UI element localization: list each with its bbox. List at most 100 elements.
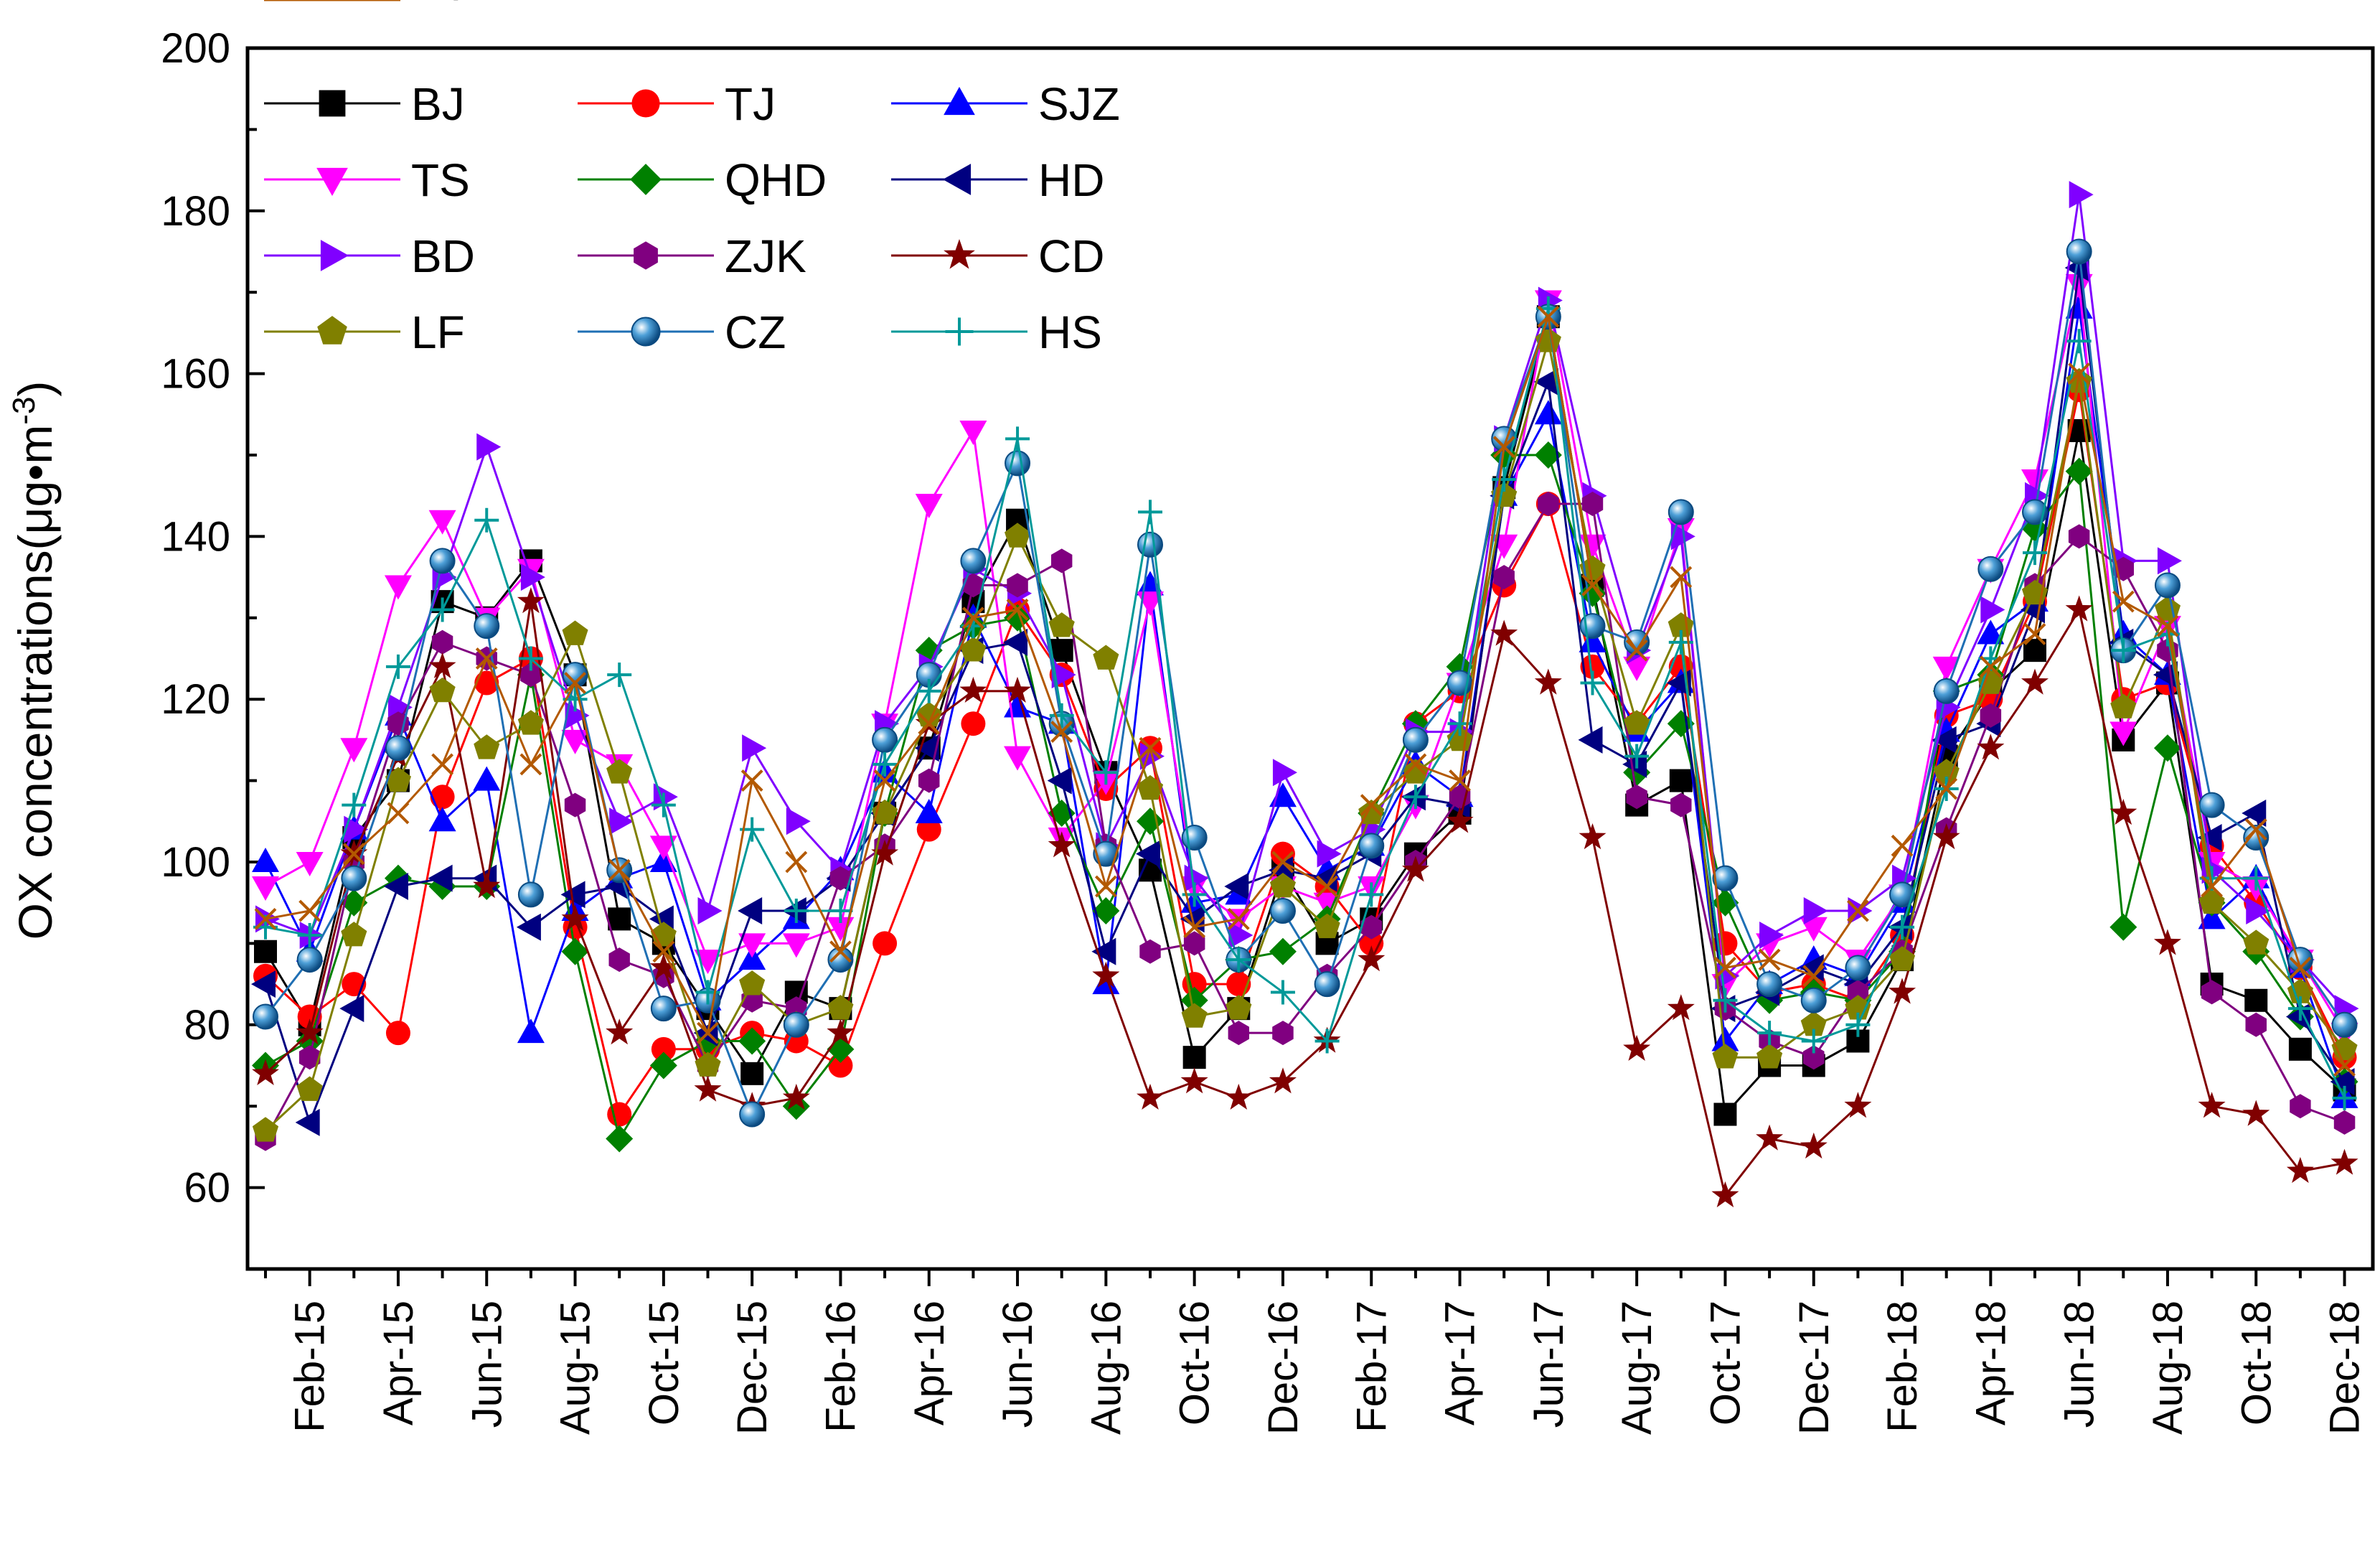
data-point-zjk [1626, 784, 1647, 810]
data-point-sjz [1269, 782, 1297, 807]
data-point-hs [1403, 784, 1428, 810]
data-point-cz [1800, 987, 1827, 1013]
y-tick-label: 100 [161, 839, 230, 886]
data-point-cd [428, 652, 456, 678]
data-point-lf [1048, 612, 1075, 637]
y-axis-label: OX concentrations(μg•m-3) [6, 381, 62, 940]
data-point-xt [1492, 436, 1515, 459]
legend-item-qhd: QHD [578, 154, 827, 206]
data-point-hs [1757, 1021, 1782, 1046]
data-point-cd [2198, 1092, 2226, 1118]
data-point-xt [2244, 818, 2267, 841]
data-point-cz [1093, 840, 1119, 867]
data-point-bd [1317, 840, 1342, 868]
data-point-xt [1404, 753, 1427, 776]
data-point-zjk [1980, 703, 2002, 728]
data-point-ts [915, 494, 943, 519]
data-point-cd [827, 1018, 855, 1045]
data-point-cz [1756, 971, 1783, 998]
data-point-zjk [1581, 492, 1604, 516]
data-point-cd [1889, 978, 1916, 1004]
data-point-hd [383, 873, 408, 901]
data-point-hs [1624, 744, 1650, 769]
data-point-cd [2109, 799, 2137, 825]
data-point-cd [1092, 961, 1120, 988]
legend-label: SJZ [1038, 78, 1120, 130]
data-point-xt [829, 940, 852, 963]
data-point-tj [1580, 654, 1605, 679]
data-point-lf [341, 922, 367, 947]
data-point-cd [871, 839, 899, 866]
legend-label: BD [411, 230, 475, 282]
data-point-cz [872, 726, 898, 753]
data-point-cz [253, 1003, 278, 1030]
data-point-zjk [298, 1045, 321, 1070]
data-point-cd [1358, 945, 1386, 972]
data-point-hs [1359, 882, 1384, 907]
legend-item-zjk: ZJK [578, 230, 806, 282]
data-point-hd [2242, 799, 2267, 827]
data-point-hs [2111, 638, 2136, 663]
legend-marker [630, 164, 662, 195]
data-point-bd [2069, 181, 2094, 209]
data-point-xt [431, 753, 454, 776]
series-xt [254, 305, 2356, 1077]
data-point-cd [1137, 1083, 1164, 1110]
data-point-lf [827, 995, 854, 1020]
data-point-hd [1312, 864, 1337, 892]
data-point-xt [918, 712, 941, 735]
legend-marker [631, 317, 661, 347]
data-point-xt [2068, 362, 2091, 385]
data-point-bj [2244, 988, 2268, 1012]
data-point-cz [2198, 792, 2225, 818]
legend-item-hs: HS [891, 306, 1102, 358]
y-tick-label: 60 [184, 1165, 230, 1212]
data-point-sjz [1534, 400, 1562, 425]
data-point-cz [650, 996, 677, 1022]
data-point-cz [2066, 238, 2092, 265]
data-point-cd [252, 1059, 279, 1085]
data-point-bj [1050, 639, 1073, 662]
legend: BJ TJ SJZ TS QHD HD BD ZJK CD LF CZ HS XT [264, 0, 1120, 358]
data-point-lf [2331, 1035, 2358, 1061]
x-tick-label: Jun-17 [1525, 1301, 1572, 1428]
data-point-xt [1050, 721, 1073, 743]
data-point-xt [1891, 834, 1914, 857]
data-point-hs [1093, 760, 1119, 785]
data-point-xt [1271, 851, 1294, 873]
data-point-bd [520, 563, 545, 591]
data-point-tj [651, 1036, 676, 1062]
data-point-zjk [1803, 1045, 1825, 1070]
data-point-tj [872, 931, 898, 956]
data-point-zjk [1051, 548, 1073, 573]
y-axis-label-close: ) [9, 381, 62, 397]
data-point-zjk [520, 662, 542, 688]
x-tick-label: Oct-16 [1172, 1301, 1218, 1425]
data-point-cd [959, 676, 987, 703]
data-point-cz [960, 548, 987, 574]
data-point-hd [1799, 954, 1824, 982]
data-point-lf [562, 620, 588, 645]
data-point-xt [387, 802, 410, 825]
legend-label: QHD [725, 154, 827, 206]
data-point-hd [1003, 628, 1028, 656]
data-point-zjk [564, 792, 586, 818]
data-point-tj [430, 784, 455, 810]
data-point-cd [1623, 1034, 1651, 1061]
data-point-xt [1227, 907, 1250, 930]
data-point-xt [2289, 957, 2312, 979]
series-line-cd [264, 601, 2345, 1199]
data-point-hs [1845, 1012, 1871, 1037]
data-point-tj [916, 817, 941, 842]
data-point-xt [1449, 769, 1471, 792]
data-point-cd [1446, 807, 1474, 833]
data-point-cd [561, 904, 589, 931]
data-point-zjk [2290, 1094, 2311, 1119]
legend-item-xt: XT [264, 0, 470, 10]
series-line-bd [265, 194, 2346, 1010]
data-point-hs [651, 792, 676, 818]
data-point-sjz [2198, 904, 2226, 929]
legend-marker [316, 167, 348, 196]
legend-item-bd: BD [264, 230, 475, 282]
